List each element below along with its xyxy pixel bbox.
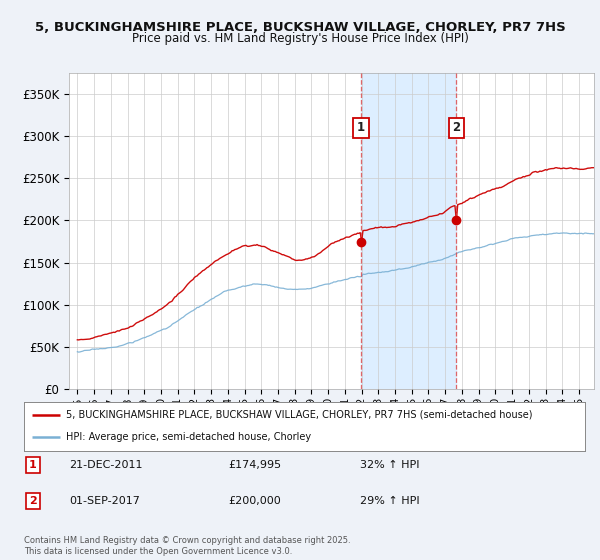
Text: 5, BUCKINGHAMSHIRE PLACE, BUCKSHAW VILLAGE, CHORLEY, PR7 7HS: 5, BUCKINGHAMSHIRE PLACE, BUCKSHAW VILLA… xyxy=(35,21,565,34)
Text: 1: 1 xyxy=(357,121,365,134)
Text: 5, BUCKINGHAMSHIRE PLACE, BUCKSHAW VILLAGE, CHORLEY, PR7 7HS (semi-detached hous: 5, BUCKINGHAMSHIRE PLACE, BUCKSHAW VILLA… xyxy=(66,410,533,420)
Text: 1: 1 xyxy=(29,460,37,470)
Text: 2: 2 xyxy=(452,121,460,134)
Text: £200,000: £200,000 xyxy=(228,496,281,506)
Text: HPI: Average price, semi-detached house, Chorley: HPI: Average price, semi-detached house,… xyxy=(66,432,311,442)
Text: 01-SEP-2017: 01-SEP-2017 xyxy=(69,496,140,506)
Text: Contains HM Land Registry data © Crown copyright and database right 2025.
This d: Contains HM Land Registry data © Crown c… xyxy=(24,536,350,556)
Text: 29% ↑ HPI: 29% ↑ HPI xyxy=(360,496,419,506)
Text: 21-DEC-2011: 21-DEC-2011 xyxy=(69,460,143,470)
Bar xyxy=(361,73,457,389)
Text: £174,995: £174,995 xyxy=(228,460,281,470)
Text: 2: 2 xyxy=(29,496,37,506)
Text: Price paid vs. HM Land Registry's House Price Index (HPI): Price paid vs. HM Land Registry's House … xyxy=(131,32,469,45)
Text: 32% ↑ HPI: 32% ↑ HPI xyxy=(360,460,419,470)
